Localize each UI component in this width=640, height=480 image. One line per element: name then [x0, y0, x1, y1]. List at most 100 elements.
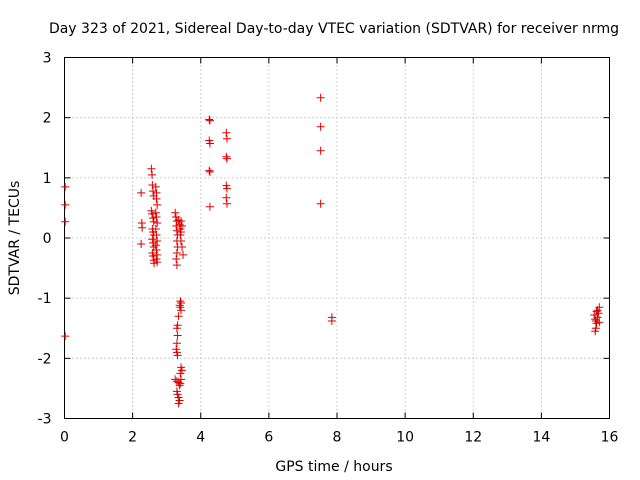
- x-tick-label: 12: [464, 430, 482, 446]
- data-point: [222, 152, 231, 161]
- data-point: [172, 261, 181, 270]
- x-tick-label: 8: [333, 430, 342, 446]
- data-point: [176, 379, 185, 388]
- data-point: [174, 399, 183, 408]
- y-tick-label: -3: [38, 412, 52, 428]
- data-point: [222, 184, 231, 193]
- data-point: [61, 332, 70, 341]
- y-tick-label: 1: [43, 171, 52, 187]
- data-point: [222, 193, 231, 202]
- data-point: [222, 134, 231, 143]
- data-point: [172, 226, 181, 235]
- data-point: [153, 237, 162, 246]
- data-point: [152, 230, 161, 239]
- data-point: [148, 170, 157, 179]
- data-point: [205, 166, 214, 175]
- data-point: [176, 375, 185, 384]
- data-point: [61, 200, 70, 209]
- data-point: [151, 241, 160, 250]
- y-tick-label: 2: [43, 111, 52, 127]
- axis-ticks: [64, 57, 610, 419]
- data-point: [172, 339, 181, 348]
- x-tick-label: 2: [128, 430, 137, 446]
- data-point: [175, 301, 184, 310]
- data-point: [138, 223, 147, 232]
- y-tick-label: -2: [38, 351, 52, 367]
- x-tick-label: 6: [264, 430, 273, 446]
- data-point: [61, 217, 70, 226]
- data-point: [147, 164, 156, 173]
- data-point: [222, 154, 231, 163]
- data-point: [173, 351, 182, 360]
- data-point: [316, 199, 325, 208]
- chart-title: Day 323 of 2021, Sidereal Day-to-day VTE…: [49, 21, 619, 37]
- data-point: [316, 93, 325, 102]
- data-point: [149, 217, 158, 226]
- data-point: [316, 122, 325, 131]
- data-point: [151, 182, 160, 191]
- data-point: [172, 324, 181, 333]
- data-point: [595, 303, 604, 312]
- data-point: [153, 258, 162, 267]
- data-point: [172, 255, 181, 264]
- data-point: [175, 381, 184, 390]
- x-tick-label: 16: [601, 430, 619, 446]
- data-point: [205, 167, 214, 176]
- data-point: [137, 188, 146, 197]
- data-point: [61, 182, 70, 191]
- data-point: [173, 331, 182, 340]
- y-tick-label: 3: [43, 51, 52, 67]
- data-point: [176, 306, 185, 315]
- data-point: [151, 224, 160, 233]
- data-point: [153, 200, 162, 209]
- data-point: [205, 115, 214, 124]
- data-point: [148, 209, 157, 218]
- data-point: [148, 181, 157, 190]
- data-point: [316, 146, 325, 155]
- x-tick-label: 0: [60, 430, 69, 446]
- data-points: [61, 93, 604, 408]
- y-axis-label: SDTVAR / TECUs: [7, 181, 23, 296]
- data-point: [176, 369, 185, 378]
- data-point: [595, 318, 604, 327]
- x-axis-label: GPS time / hours: [275, 459, 392, 475]
- data-point: [179, 250, 188, 259]
- data-point: [592, 307, 601, 316]
- data-point: [593, 313, 602, 322]
- data-point: [178, 243, 187, 252]
- data-point: [152, 246, 161, 255]
- data-point: [327, 317, 336, 326]
- x-tick-label: 14: [532, 430, 550, 446]
- data-point: [153, 250, 162, 259]
- y-tick-labels: -3 -2 -1 0 1 2 3: [38, 51, 52, 428]
- y-tick-label: -1: [38, 291, 52, 307]
- data-point: [153, 218, 162, 227]
- data-point: [222, 199, 231, 208]
- data-point: [137, 240, 146, 249]
- data-point: [222, 128, 231, 137]
- data-point: [205, 116, 214, 125]
- x-tick-label: 10: [396, 430, 414, 446]
- data-point: [176, 230, 185, 239]
- data-point: [205, 202, 214, 211]
- data-point: [149, 214, 158, 223]
- data-point: [591, 327, 600, 336]
- data-point: [178, 221, 187, 230]
- data-point: [151, 208, 160, 217]
- data-point: [176, 237, 185, 246]
- data-point: [171, 208, 180, 217]
- x-tick-labels: 0 2 4 6 8 10 12 14 16: [60, 430, 618, 446]
- data-point: [152, 212, 161, 221]
- data-point: [205, 139, 214, 148]
- data-point: [148, 235, 157, 244]
- data-point: [152, 194, 161, 203]
- data-point: [172, 249, 181, 258]
- data-point: [594, 309, 603, 318]
- data-point: [149, 187, 158, 196]
- data-point: [174, 312, 183, 321]
- x-tick-label: 4: [196, 430, 205, 446]
- data-point: [176, 217, 185, 226]
- grid-lines: [64, 57, 610, 419]
- y-tick-label: 0: [43, 231, 52, 247]
